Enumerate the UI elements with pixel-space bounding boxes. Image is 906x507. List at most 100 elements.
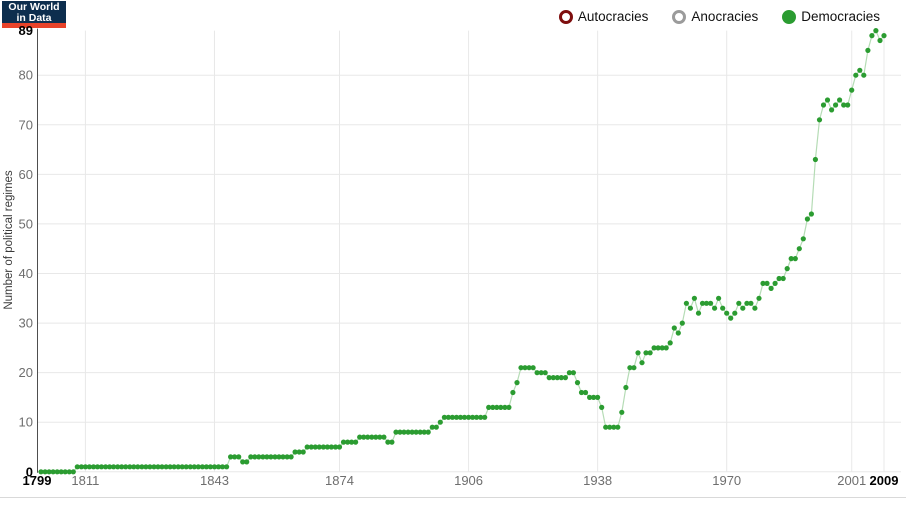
data-point[interactable]	[413, 429, 419, 435]
data-point[interactable]	[764, 280, 770, 286]
data-point[interactable]	[671, 325, 677, 331]
data-point[interactable]	[599, 404, 605, 410]
data-point[interactable]	[824, 97, 831, 103]
data-point[interactable]	[78, 464, 84, 470]
data-point[interactable]	[268, 454, 274, 460]
data-point[interactable]	[175, 464, 181, 470]
data-point[interactable]	[502, 404, 508, 410]
data-point[interactable]	[591, 394, 597, 400]
data-point[interactable]	[647, 350, 653, 356]
data-point[interactable]	[409, 429, 415, 435]
data-point[interactable]	[788, 256, 794, 262]
data-point[interactable]	[58, 469, 64, 475]
data-point[interactable]	[659, 345, 665, 351]
data-point[interactable]	[187, 464, 193, 470]
data-point[interactable]	[675, 330, 681, 336]
data-point[interactable]	[86, 464, 92, 470]
data-point[interactable]	[595, 394, 601, 400]
data-point[interactable]	[199, 464, 205, 470]
data-point[interactable]	[365, 434, 371, 440]
data-point[interactable]	[163, 464, 169, 470]
data-point[interactable]	[482, 414, 488, 420]
data-point[interactable]	[695, 310, 702, 316]
data-point[interactable]	[248, 454, 254, 460]
data-point[interactable]	[449, 414, 455, 420]
data-point[interactable]	[264, 454, 270, 460]
data-point[interactable]	[304, 444, 310, 450]
data-point[interactable]	[736, 300, 742, 306]
data-point[interactable]	[663, 345, 669, 351]
data-point[interactable]	[336, 444, 343, 450]
data-point[interactable]	[558, 375, 564, 381]
data-point[interactable]	[691, 295, 698, 301]
data-point[interactable]	[812, 156, 819, 163]
data-point[interactable]	[526, 365, 532, 371]
data-point[interactable]	[288, 454, 294, 460]
data-point[interactable]	[111, 464, 117, 470]
data-point[interactable]	[340, 439, 347, 445]
data-point[interactable]	[457, 414, 464, 420]
data-point[interactable]	[687, 305, 694, 311]
data-point[interactable]	[772, 280, 778, 286]
data-point[interactable]	[349, 439, 355, 445]
data-point[interactable]	[587, 394, 593, 400]
data-point[interactable]	[796, 246, 802, 252]
data-point[interactable]	[139, 464, 145, 470]
data-point[interactable]	[498, 404, 504, 410]
data-point[interactable]	[296, 449, 302, 455]
data-point[interactable]	[615, 424, 621, 430]
data-point[interactable]	[90, 464, 97, 470]
data-point[interactable]	[546, 375, 552, 381]
data-point[interactable]	[135, 464, 141, 470]
data-point[interactable]	[119, 464, 125, 470]
data-point[interactable]	[345, 439, 351, 445]
data-point[interactable]	[123, 464, 129, 470]
data-point[interactable]	[703, 300, 710, 306]
data-point[interactable]	[54, 469, 60, 475]
data-point[interactable]	[780, 275, 786, 282]
data-point[interactable]	[312, 444, 318, 450]
data-point[interactable]	[792, 256, 798, 262]
data-point[interactable]	[369, 434, 375, 440]
data-point[interactable]	[748, 300, 754, 306]
data-point[interactable]	[143, 464, 149, 470]
data-point[interactable]	[857, 67, 863, 73]
data-point[interactable]	[470, 414, 476, 420]
data-point[interactable]	[353, 439, 359, 445]
data-point[interactable]	[740, 305, 746, 311]
data-point[interactable]	[38, 469, 44, 475]
data-point[interactable]	[316, 444, 322, 450]
data-point[interactable]	[849, 87, 855, 93]
data-point[interactable]	[466, 414, 472, 420]
data-point[interactable]	[716, 295, 722, 301]
data-point[interactable]	[433, 424, 439, 430]
data-point[interactable]	[683, 300, 690, 306]
data-point[interactable]	[494, 404, 500, 410]
data-point[interactable]	[50, 469, 56, 475]
data-point[interactable]	[284, 454, 290, 460]
data-point[interactable]	[328, 444, 334, 450]
data-point[interactable]	[655, 345, 661, 351]
legend-item-autocracies[interactable]: Autocracies	[558, 8, 648, 25]
data-point[interactable]	[530, 365, 536, 371]
data-point[interactable]	[397, 429, 403, 435]
data-point[interactable]	[66, 469, 72, 475]
data-point[interactable]	[441, 414, 447, 420]
data-point[interactable]	[167, 464, 173, 470]
data-point[interactable]	[276, 454, 282, 460]
data-point[interactable]	[538, 370, 544, 376]
data-point[interactable]	[728, 315, 734, 321]
data-point[interactable]	[159, 464, 165, 470]
data-point[interactable]	[570, 370, 577, 376]
data-point[interactable]	[651, 345, 657, 351]
data-point[interactable]	[853, 72, 859, 78]
data-point[interactable]	[820, 102, 827, 108]
data-point[interactable]	[82, 464, 88, 470]
data-point[interactable]	[272, 454, 278, 460]
data-point[interactable]	[804, 216, 811, 222]
data-point[interactable]	[724, 310, 730, 316]
data-point[interactable]	[760, 280, 766, 286]
data-point[interactable]	[829, 107, 835, 113]
data-point[interactable]	[232, 454, 238, 460]
data-point[interactable]	[752, 305, 758, 311]
